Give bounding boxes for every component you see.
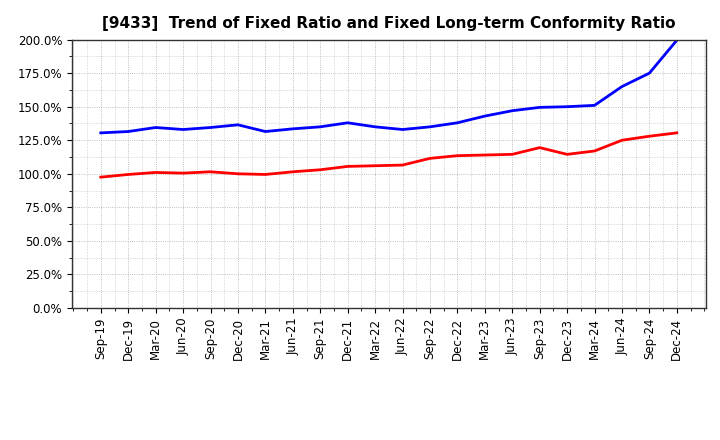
- Fixed Ratio: [316, 124, 325, 129]
- Fixed Long-term Conformity Ratio: [672, 130, 681, 136]
- Fixed Ratio: [508, 108, 516, 114]
- Fixed Ratio: [151, 125, 160, 130]
- Fixed Ratio: [453, 120, 462, 125]
- Fixed Ratio: [179, 127, 187, 132]
- Line: Fixed Long-term Conformity Ratio: Fixed Long-term Conformity Ratio: [101, 133, 677, 177]
- Fixed Long-term Conformity Ratio: [371, 163, 379, 169]
- Fixed Ratio: [96, 130, 105, 136]
- Fixed Ratio: [233, 122, 242, 128]
- Fixed Long-term Conformity Ratio: [426, 156, 434, 161]
- Fixed Long-term Conformity Ratio: [343, 164, 352, 169]
- Fixed Ratio: [289, 126, 297, 132]
- Fixed Ratio: [124, 129, 132, 134]
- Fixed Ratio: [618, 84, 626, 89]
- Fixed Ratio: [536, 105, 544, 110]
- Fixed Ratio: [590, 103, 599, 108]
- Fixed Ratio: [398, 127, 407, 132]
- Fixed Long-term Conformity Ratio: [508, 152, 516, 157]
- Fixed Long-term Conformity Ratio: [563, 152, 572, 157]
- Fixed Ratio: [672, 38, 681, 43]
- Fixed Long-term Conformity Ratio: [453, 153, 462, 158]
- Fixed Long-term Conformity Ratio: [96, 175, 105, 180]
- Fixed Long-term Conformity Ratio: [124, 172, 132, 177]
- Fixed Long-term Conformity Ratio: [536, 145, 544, 150]
- Fixed Long-term Conformity Ratio: [590, 148, 599, 154]
- Title: [9433]  Trend of Fixed Ratio and Fixed Long-term Conformity Ratio: [9433] Trend of Fixed Ratio and Fixed Lo…: [102, 16, 675, 32]
- Fixed Long-term Conformity Ratio: [261, 172, 270, 177]
- Fixed Long-term Conformity Ratio: [398, 162, 407, 168]
- Fixed Ratio: [206, 125, 215, 130]
- Fixed Ratio: [426, 124, 434, 129]
- Fixed Long-term Conformity Ratio: [316, 167, 325, 172]
- Fixed Ratio: [563, 104, 572, 109]
- Fixed Ratio: [343, 120, 352, 125]
- Fixed Long-term Conformity Ratio: [289, 169, 297, 174]
- Fixed Long-term Conformity Ratio: [618, 138, 626, 143]
- Line: Fixed Ratio: Fixed Ratio: [101, 40, 677, 133]
- Fixed Long-term Conformity Ratio: [206, 169, 215, 174]
- Fixed Long-term Conformity Ratio: [480, 152, 489, 158]
- Fixed Ratio: [261, 129, 270, 134]
- Fixed Ratio: [645, 70, 654, 76]
- Fixed Ratio: [371, 124, 379, 129]
- Fixed Long-term Conformity Ratio: [233, 171, 242, 176]
- Fixed Long-term Conformity Ratio: [179, 170, 187, 176]
- Fixed Long-term Conformity Ratio: [645, 134, 654, 139]
- Fixed Long-term Conformity Ratio: [151, 170, 160, 175]
- Fixed Ratio: [480, 114, 489, 119]
